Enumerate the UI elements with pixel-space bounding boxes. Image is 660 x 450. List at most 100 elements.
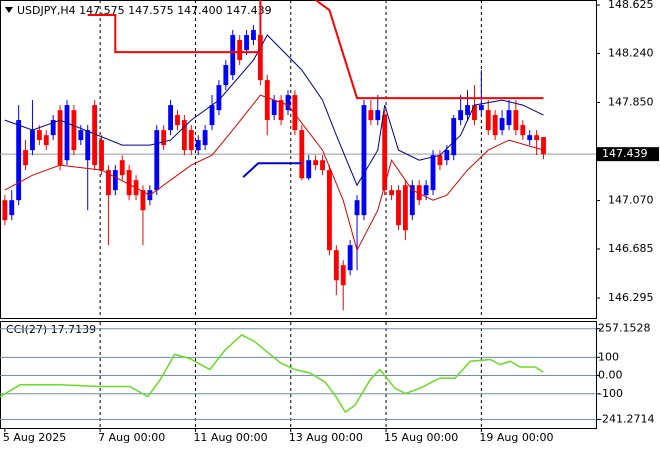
- overlay-line: [4, 94, 544, 252]
- candle-body: [402, 185, 408, 231]
- candle-body: [119, 160, 125, 176]
- y-tick-label: 148.625: [608, 0, 654, 11]
- candle-body: [92, 105, 98, 166]
- candle-body: [527, 135, 533, 141]
- candle-body: [230, 35, 236, 76]
- symbol-icon: [5, 7, 13, 13]
- candle-body: [71, 110, 77, 151]
- candle-body: [257, 35, 263, 81]
- candle-body: [437, 155, 443, 166]
- candle-body: [361, 105, 367, 216]
- overlay-line: [242, 162, 302, 178]
- y-tick-label: -100: [598, 387, 623, 400]
- candle-body: [416, 185, 422, 201]
- candle-body: [50, 120, 56, 136]
- candle-body: [472, 105, 477, 121]
- overlay-line: [87, 0, 544, 100]
- y-tick-label: 257.1528: [598, 322, 651, 335]
- current-price-label: 147.439: [602, 147, 648, 160]
- price-panel-frame: [0, 0, 597, 319]
- candle-body: [451, 118, 457, 156]
- candle-body: [333, 250, 339, 281]
- candle-body: [175, 115, 180, 126]
- candle-body: [320, 160, 325, 171]
- candle-body: [64, 105, 70, 161]
- candle-body: [465, 105, 470, 116]
- indicator-line: [0, 333, 544, 414]
- y-tick-label: 147.070: [608, 194, 654, 207]
- candle-body: [409, 185, 415, 216]
- candle-body: [534, 135, 540, 141]
- candle-body: [354, 200, 360, 216]
- candle-body: [216, 85, 222, 111]
- candle-body: [16, 120, 22, 201]
- candle-body: [306, 160, 312, 179]
- candle-body: [112, 170, 118, 191]
- candle-body: [237, 39, 243, 61]
- candle-body: [506, 110, 512, 126]
- candle-body: [223, 65, 229, 86]
- candle-body: [396, 190, 401, 226]
- candle-body: [458, 110, 464, 121]
- candle-body: [181, 120, 187, 151]
- x-tick-label: 11 Aug 00:00: [193, 431, 267, 444]
- x-tick-label: 19 Aug 00:00: [479, 431, 553, 444]
- candle-body: [78, 130, 84, 141]
- candle-body: [251, 30, 256, 40]
- candle-body: [168, 105, 173, 131]
- y-tick-label: 148.240: [608, 46, 654, 59]
- candle-body: [313, 160, 319, 166]
- current-price-box: [597, 147, 659, 162]
- x-tick-label: 15 Aug 00:00: [384, 431, 458, 444]
- y-tick-label: 147.850: [608, 95, 654, 108]
- y-tick-label: 100: [598, 350, 619, 363]
- candle-body: [106, 170, 111, 196]
- candle-body: [292, 95, 298, 131]
- candle-body: [340, 265, 346, 286]
- overlay-line: [4, 34, 544, 187]
- y-tick-label: 146.685: [608, 242, 654, 255]
- candle-body: [99, 140, 104, 171]
- candle-body: [126, 170, 132, 196]
- candle-body: [430, 155, 436, 191]
- candle-body: [244, 35, 249, 51]
- candle-body: [382, 115, 388, 191]
- candle-body: [444, 150, 450, 161]
- candle-body: [161, 130, 167, 146]
- candle-body: [57, 110, 63, 166]
- candle-body: [389, 190, 394, 196]
- y-tick-label: 0.00: [598, 369, 623, 382]
- candle-body: [202, 130, 208, 146]
- candle-body: [195, 140, 201, 151]
- candle-body: [209, 105, 215, 126]
- candle-body: [499, 118, 505, 131]
- candle-body: [154, 130, 160, 191]
- y-tick-label: -241.2714: [598, 412, 654, 425]
- y-tick-label: 146.295: [608, 291, 654, 304]
- indicator-title: CCI(27) 17.7139: [6, 323, 96, 336]
- chart-title: USDJPY,H4 147.575 147.575 147.400 147.43…: [17, 4, 272, 17]
- candle-body: [271, 100, 277, 116]
- candle-body: [478, 105, 484, 111]
- x-tick-label: 5 Aug 2025: [3, 431, 66, 444]
- candle-body: [520, 125, 526, 136]
- candle-body: [492, 115, 498, 136]
- candle-body: [375, 110, 381, 121]
- x-tick-label: 13 Aug 00:00: [289, 431, 363, 444]
- candle-body: [85, 130, 91, 161]
- candle-body: [347, 245, 353, 271]
- candle-body: [485, 110, 491, 131]
- candle-body: [140, 190, 146, 211]
- x-tick-label: 7 Aug 00:00: [98, 431, 165, 444]
- candle-body: [327, 170, 332, 251]
- candle-body: [188, 130, 194, 151]
- candle-body: [368, 110, 374, 121]
- candle-body: [9, 200, 15, 216]
- candle-body: [23, 150, 28, 166]
- candle-body: [30, 130, 35, 151]
- candle-body: [285, 95, 291, 111]
- candle-body: [541, 137, 546, 155]
- candle-body: [2, 200, 8, 221]
